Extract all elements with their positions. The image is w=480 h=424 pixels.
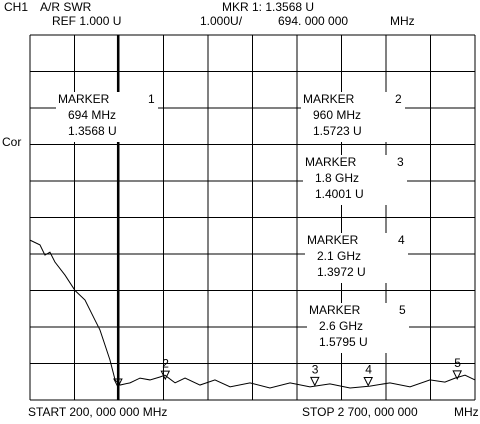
marker-text-bg [301,92,405,142]
stop: STOP 2 700, 000 000 [302,405,418,419]
marker-symbol [452,370,463,380]
marker-number: 3 [397,155,404,169]
scale: 1.000U/ [200,14,243,28]
side-label: Cor [2,135,21,149]
reference: REF 1.000 U [52,14,121,28]
stop-unit: MHz [454,405,479,419]
trace [29,239,476,389]
marker-number: 2 [395,92,402,106]
frequency-unit: MHz [390,14,415,28]
marker-frequency: 1.8 GHz [315,171,359,185]
marker-text-bg [303,155,407,205]
marker-symbol-number: 5 [454,356,461,370]
start: START 200, 000 000 MHz [28,405,167,419]
marker-reading: 1.5795 U [319,335,368,349]
marker-symbol [363,377,374,387]
marker-symbol [160,370,171,381]
marker-text-bg [307,303,409,353]
marker-reading: 1.4001 U [315,187,364,201]
marker-frequency: 694. 000 000 [278,14,348,28]
marker-symbol [309,376,320,387]
marker-symbol-number: 4 [365,363,372,377]
marker-frequency: 960 MHz [313,108,361,122]
marker-text-bg [305,233,408,283]
marker-reading: 1.3568 U [68,124,117,138]
marker-reading: 1.5723 U [313,124,362,138]
marker-symbol-number: 2 [162,356,169,370]
marker-symbol [113,378,123,389]
marker-readout: MKR 1: 1.3568 U [222,0,314,14]
measurement: A/R SWR [40,0,92,14]
marker-reading: 1.3972 U [317,265,366,279]
channel: CH1 [4,0,28,14]
marker-text-bg [56,92,158,142]
marker-frequency: 2.1 GHz [317,249,361,263]
marker-label: MARKER [305,155,357,169]
marker-frequency: 2.6 GHz [319,319,363,333]
marker-label: MARKER [303,92,355,106]
marker-symbol-number: 3 [312,363,319,377]
marker-frequency: 694 MHz [68,108,116,122]
marker-label: MARKER [58,92,110,106]
marker-number: 1 [148,92,155,106]
marker-label: MARKER [307,233,359,247]
marker-number: 4 [398,233,405,247]
marker-number: 5 [399,303,406,317]
marker-label: MARKER [309,303,361,317]
